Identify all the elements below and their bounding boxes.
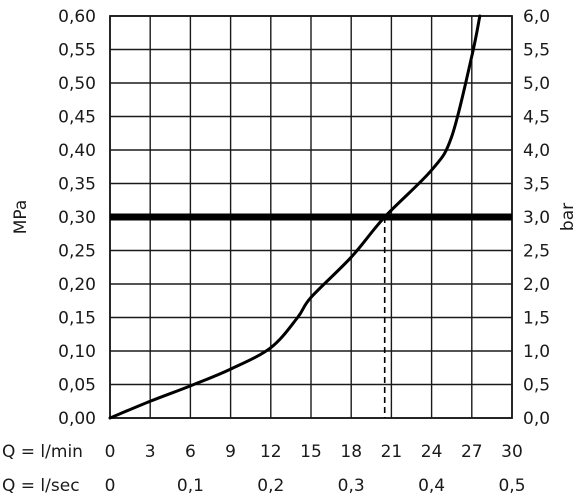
x-lsec-tick-label: 0,1 xyxy=(177,476,204,496)
right-tick-label: 2,5 xyxy=(523,242,550,262)
right-tick-label: 1,0 xyxy=(523,342,550,362)
series-line xyxy=(108,14,482,420)
right-tick-label: 0,5 xyxy=(523,376,550,396)
x-lmin-tick-label: 18 xyxy=(340,442,362,462)
right-tick-label: 0,0 xyxy=(523,409,550,429)
right-axis-label: bar xyxy=(558,203,578,231)
left-tick-label: 0,00 xyxy=(58,409,96,429)
x-lmin-tick-label: 0 xyxy=(105,442,116,462)
left-tick-label: 0,20 xyxy=(58,275,96,295)
left-tick-label: 0,05 xyxy=(58,376,96,396)
right-tick-label: 6,0 xyxy=(523,7,550,27)
x-lmin-tick-label: 12 xyxy=(260,442,282,462)
left-tick-label: 0,10 xyxy=(58,342,96,362)
left-tick-label: 0,45 xyxy=(58,108,96,128)
x-lmin-tick-label: 27 xyxy=(461,442,483,462)
right-tick-label: 4,5 xyxy=(523,108,550,128)
left-tick-label: 0,60 xyxy=(58,7,96,27)
x-axis-lmin-prefix: Q = l/min xyxy=(2,442,83,462)
right-tick-label: 3,0 xyxy=(523,208,550,228)
right-tick-label: 2,0 xyxy=(523,275,550,295)
left-tick-label: 0,50 xyxy=(58,74,96,94)
x-axis-lsec-prefix: Q = l/sec xyxy=(2,476,80,496)
left-tick-label: 0,35 xyxy=(58,175,96,195)
chart-marks xyxy=(108,14,512,420)
left-axis-label: MPa xyxy=(11,200,31,235)
right-tick-label: 5,0 xyxy=(523,74,550,94)
x-lmin-tick-label: 15 xyxy=(300,442,322,462)
x-lsec-tick-label: 0,2 xyxy=(257,476,284,496)
x-lmin-tick-label: 24 xyxy=(421,442,443,462)
right-tick-label: 1,5 xyxy=(523,309,550,329)
right-tick-label: 4,0 xyxy=(523,141,550,161)
x-lmin-tick-label: 21 xyxy=(381,442,403,462)
x-lmin-tick-label: 3 xyxy=(145,442,156,462)
x-lmin-tick-label: 9 xyxy=(225,442,236,462)
left-tick-label: 0,25 xyxy=(58,242,96,262)
left-tick-label: 0,40 xyxy=(58,141,96,161)
left-tick-label: 0,30 xyxy=(58,208,96,228)
left-tick-label: 0,55 xyxy=(58,41,96,61)
left-tick-label: 0,15 xyxy=(58,309,96,329)
tick-labels: 0,000,050,100,150,200,250,300,350,400,45… xyxy=(58,7,550,496)
right-tick-label: 3,5 xyxy=(523,175,550,195)
x-lsec-tick-label: 0,5 xyxy=(498,476,525,496)
x-lmin-tick-label: 30 xyxy=(501,442,523,462)
x-lmin-tick-label: 6 xyxy=(185,442,196,462)
x-lsec-tick-label: 0,4 xyxy=(418,476,445,496)
right-tick-label: 5,5 xyxy=(523,41,550,61)
x-lsec-tick-label: 0 xyxy=(105,476,116,496)
x-lsec-tick-label: 0,3 xyxy=(338,476,365,496)
